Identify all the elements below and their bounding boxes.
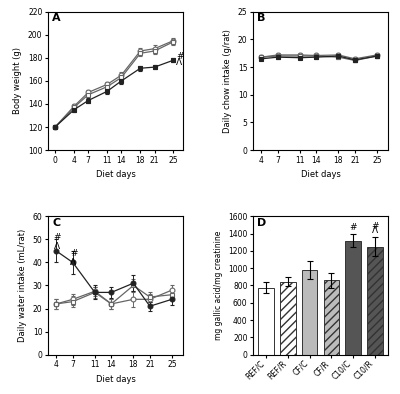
Text: #: # bbox=[70, 249, 78, 258]
Text: B: B bbox=[257, 13, 266, 23]
Y-axis label: Body weight (g): Body weight (g) bbox=[13, 47, 22, 114]
Text: #: # bbox=[176, 52, 184, 61]
Text: #: # bbox=[371, 222, 379, 231]
X-axis label: Diet days: Diet days bbox=[96, 375, 135, 384]
Bar bbox=[258, 288, 274, 355]
Y-axis label: mg gallic acid/mg creatinine: mg gallic acid/mg creatinine bbox=[214, 231, 222, 340]
Bar bbox=[302, 270, 318, 355]
Text: #: # bbox=[350, 223, 357, 232]
Bar bbox=[324, 280, 339, 355]
Text: Λ: Λ bbox=[70, 258, 76, 267]
Y-axis label: Daily chow intake (g/rat): Daily chow intake (g/rat) bbox=[223, 29, 232, 133]
X-axis label: Diet days: Diet days bbox=[301, 170, 340, 179]
Text: Λ: Λ bbox=[54, 242, 60, 251]
Text: Λ: Λ bbox=[372, 225, 378, 234]
Text: C: C bbox=[52, 218, 60, 228]
X-axis label: Diet days: Diet days bbox=[96, 170, 135, 179]
Bar bbox=[345, 241, 361, 355]
Text: #: # bbox=[54, 232, 61, 242]
Text: A: A bbox=[52, 13, 61, 23]
Text: D: D bbox=[257, 218, 266, 228]
Text: Λ: Λ bbox=[176, 58, 182, 67]
Y-axis label: Daily water intake (mL/rat): Daily water intake (mL/rat) bbox=[18, 229, 27, 342]
Bar bbox=[367, 247, 383, 355]
Bar bbox=[280, 282, 296, 355]
